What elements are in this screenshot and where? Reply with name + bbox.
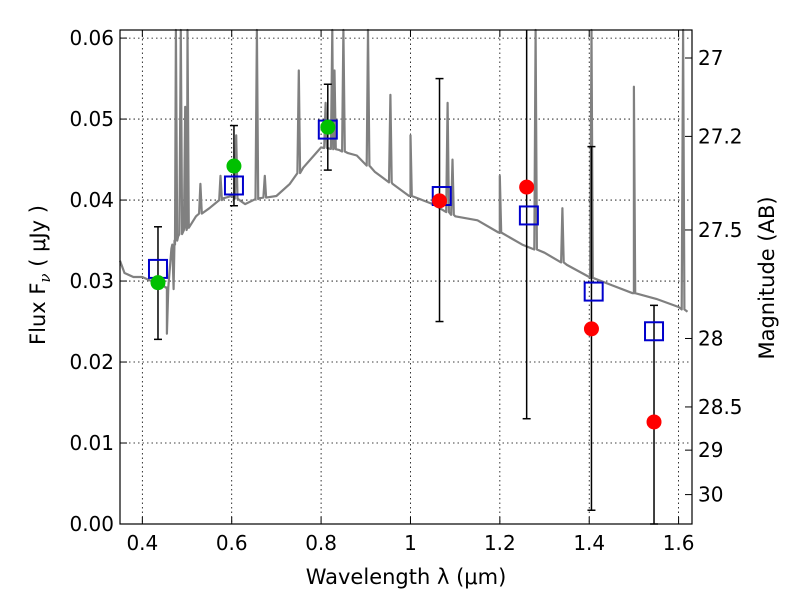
x-tick-label: 1.6 (663, 531, 695, 555)
model-square (583, 281, 604, 302)
upper-limit-point (583, 321, 599, 337)
detection-point (320, 119, 336, 135)
y2-tick-label: 28 (698, 326, 723, 350)
x-tick-label: 0.8 (305, 531, 337, 555)
y2-tick-label: 27.5 (698, 218, 743, 242)
y2-axis-title: Magnitude (AB) (755, 196, 779, 359)
y-tick-label: 0.01 (69, 431, 114, 455)
y2-tick-label: 28.5 (698, 395, 743, 419)
y2-tick-label: 30 (698, 483, 723, 507)
spectrum-line (118, 28, 689, 335)
x-tick-label: 1 (404, 531, 417, 555)
upper-limit-point (646, 414, 662, 430)
upper-limit-point (519, 179, 535, 195)
model-square (518, 205, 539, 226)
y-tick-label: 0.03 (69, 269, 114, 293)
y2-tick-label: 27.2 (698, 124, 743, 148)
y-axis-title: Flux Fν ( μJy ) (26, 205, 54, 345)
y-tick-label: 0.06 (69, 26, 114, 50)
y-axis-ticks: 0.00 0.01 0.02 0.03 0.04 0.05 0.06 (69, 26, 127, 536)
x-tick-label: 1.4 (573, 531, 605, 555)
error-bars (153, 30, 659, 525)
model-flux-points (147, 119, 665, 342)
model-square (223, 175, 244, 196)
x-axis-title: Wavelength λ (μm) (306, 565, 507, 589)
x-axis-ticks: 0.4 0.6 0.8 1 1.2 1.4 1.6 (126, 30, 695, 555)
observed-flux-points (150, 119, 662, 430)
plot-frame (119, 29, 693, 525)
y-tick-label: 0.05 (69, 107, 114, 131)
detection-point (226, 158, 242, 174)
x-tick-label: 0.6 (216, 531, 248, 555)
model-spectrum (118, 28, 689, 335)
x-tick-label: 1.2 (484, 531, 516, 555)
y-tick-label: 0.00 (69, 512, 114, 536)
x-tick-label: 0.4 (126, 531, 158, 555)
y-tick-label: 0.02 (69, 350, 114, 374)
detection-point (150, 275, 166, 291)
y2-tick-label: 29 (698, 438, 723, 462)
y2-axis-ticks: 27 27.2 27.5 28 28.5 29 30 (685, 46, 743, 507)
upper-limit-point (432, 193, 448, 209)
model-square (644, 321, 665, 342)
y-tick-label: 0.04 (69, 188, 114, 212)
grid-lines (120, 30, 692, 525)
y2-tick-label: 27 (698, 46, 723, 70)
